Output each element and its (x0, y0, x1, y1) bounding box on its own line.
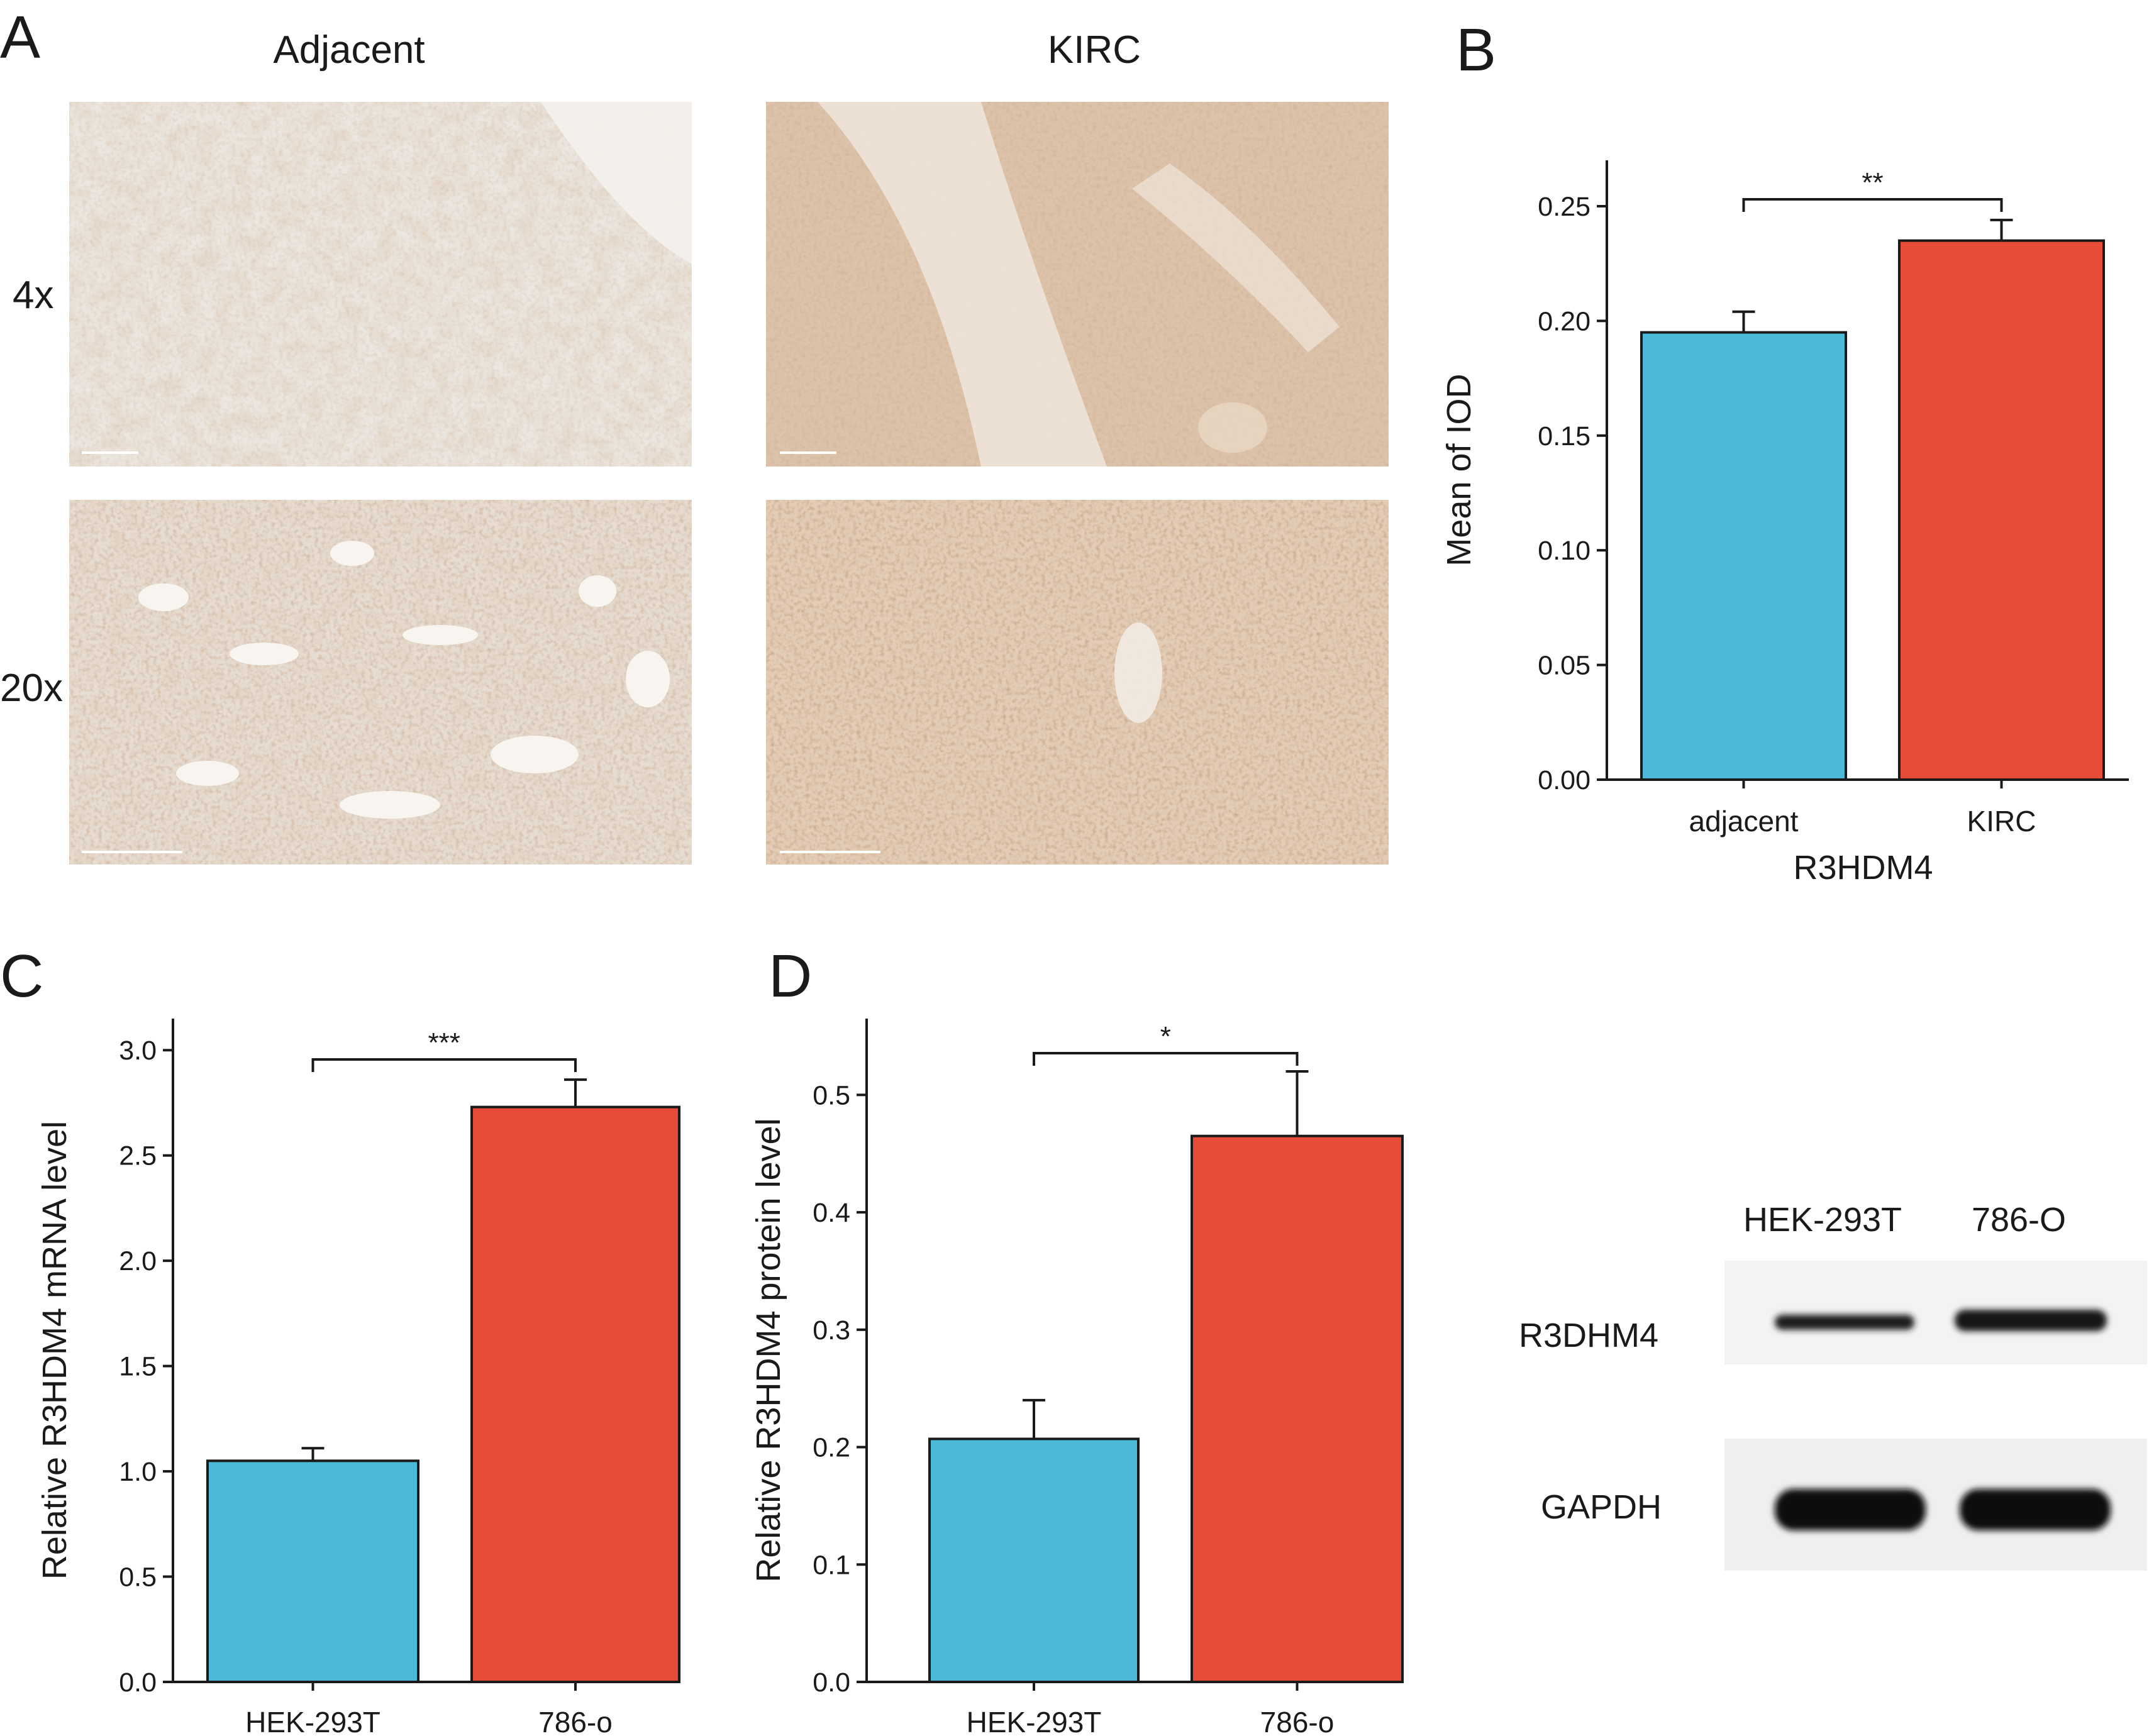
band-r3dhm4-786o (1955, 1310, 2107, 1331)
panel-d-letter: D (769, 943, 812, 1010)
y-tick-label: 0.25 (1538, 192, 1591, 222)
significance-label: * (1160, 1021, 1171, 1052)
significance-bracket (1742, 198, 2003, 212)
column-label-kirc: KIRC (1048, 28, 1141, 72)
lane-label-786o: 786-O (1972, 1201, 2066, 1239)
y-tick-label: 0.3 (813, 1315, 850, 1346)
chart-mrna: 0.0 0.5 1.0 1.5 2.0 2.5 3.0 Relative R3HDM4 mRN… (36, 1019, 680, 1736)
micrograph-adjacent-20x (69, 500, 692, 865)
y-axis-label: Relative R3HDM4 protein level (750, 1118, 787, 1582)
y-tick-label: 0.00 (1538, 765, 1591, 795)
row-label-4x: 4x (13, 274, 53, 317)
chart-iod: 0.00 0.05 0.10 0.15 0.20 0.25 Mean of IOD adjac… (1440, 160, 2129, 887)
y-tick-label: 0.0 (119, 1667, 157, 1698)
bar-adjacent (1640, 331, 1847, 781)
x-tick-label: adjacent (1689, 805, 1799, 838)
significance-label: ** (1862, 167, 1883, 198)
y-tick-label: 1.0 (119, 1457, 157, 1487)
row-label-20x: 20x (0, 666, 63, 710)
y-axis-label: Relative R3HDM4 mRNA level (36, 1121, 74, 1579)
significance-bracket (311, 1058, 577, 1072)
y-tick-label: 0.05 (1538, 651, 1591, 681)
band-gapdh-hek293t (1775, 1489, 1926, 1530)
y-tick-label: 0.0 (813, 1667, 850, 1698)
y-tick-label: 3.0 (119, 1036, 157, 1066)
y-tick-label: 0.15 (1538, 421, 1591, 451)
panel-b: B 0.00 0.05 0.10 0.15 0.20 0.25 Mean of IOD adj… (1440, 16, 2129, 887)
chart-protein: 0.0 0.1 0.2 0.3 0.4 0.5 Relative R3HDM4 protei… (750, 1019, 1404, 1736)
y-tick-label: 0.4 (813, 1198, 850, 1228)
band-r3dhm4-hek293t (1775, 1315, 1914, 1330)
bar-hek-293t (206, 1459, 419, 1683)
micrograph-kirc-20x (766, 500, 1389, 865)
panel-b-letter: B (1456, 16, 1496, 84)
y-tick-label: 0.10 (1538, 536, 1591, 566)
significance-bracket (1033, 1052, 1299, 1066)
bar-786-o (470, 1105, 680, 1683)
y-tick-label: 0.20 (1538, 306, 1591, 336)
panel-c-letter: C (0, 943, 43, 1010)
panel-c: C 0.0 0.5 1.0 1.5 2.0 2.5 3.0 Relative R3HDM4 m… (0, 943, 680, 1736)
y-tick-label: 0.2 (813, 1433, 850, 1463)
y-tick-label: 1.5 (119, 1352, 157, 1382)
y-tick-label: 0.1 (813, 1550, 850, 1580)
column-label-adjacent: Adjacent (273, 28, 425, 72)
panel-a-letter: A (0, 4, 40, 71)
band-label-gapdh: GAPDH (1541, 1488, 1662, 1526)
y-tick-label: 2.5 (119, 1141, 157, 1171)
panel-a: A Adjacent KIRC 4x 20x (0, 4, 1389, 865)
bar-786-o (1191, 1134, 1404, 1684)
x-tick-label: HEK-293T (967, 1706, 1102, 1736)
band-gapdh-786o (1960, 1489, 2111, 1530)
x-axis-label: R3HDM4 (1793, 849, 1933, 887)
band-label-r3dhm4: R3DHM4 (1519, 1317, 1658, 1354)
micrograph-adjacent-4x (69, 102, 692, 467)
x-tick-label: 786-o (538, 1706, 613, 1736)
significance-label: *** (428, 1027, 460, 1058)
x-tick-label: 786-o (1260, 1706, 1335, 1736)
micrograph-kirc-4x (766, 102, 1389, 467)
western-blot: HEK-293T 786-O R3DHM4 GAPDH (1519, 1201, 2147, 1571)
x-tick-label: KIRC (1967, 805, 2036, 838)
y-tick-label: 0.5 (119, 1562, 157, 1593)
x-tick-label: HEK-293T (245, 1706, 380, 1736)
y-axis-label: Mean of IOD (1440, 373, 1478, 566)
y-tick-label: 2.0 (119, 1246, 157, 1276)
bar-kirc (1898, 239, 2105, 781)
bar-hek-293t (928, 1437, 1140, 1683)
lane-label-hek293t: HEK-293T (1743, 1201, 1902, 1239)
panel-d: D 0.0 0.1 0.2 0.3 0.4 0.5 Relative R3HDM4 prot… (750, 943, 1404, 1736)
y-tick-label: 0.5 (813, 1080, 850, 1110)
